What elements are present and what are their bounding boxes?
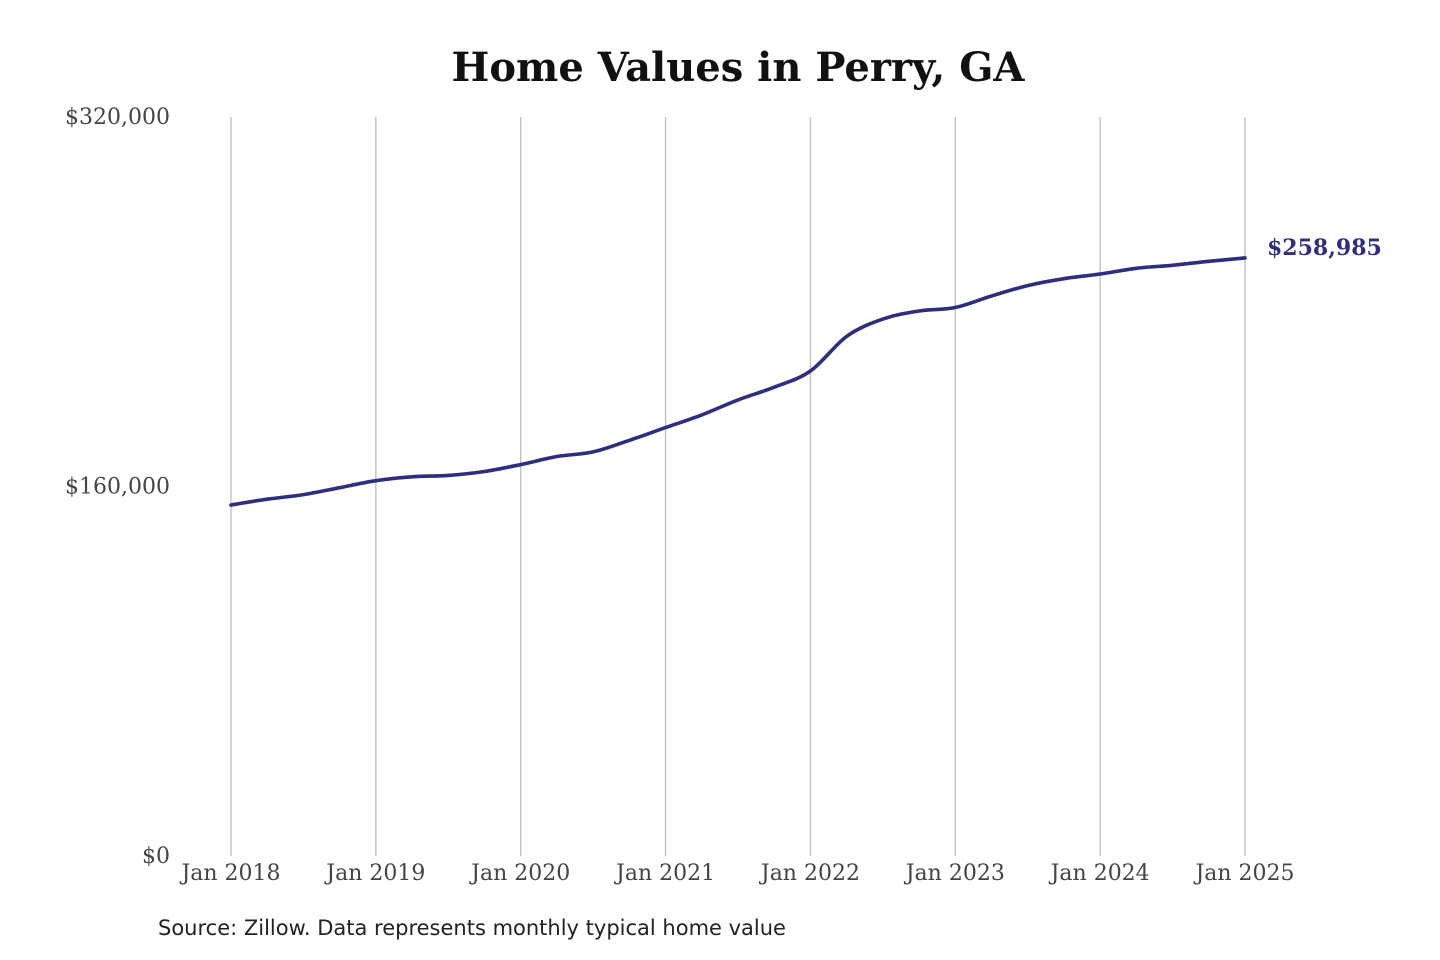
x-tick-label: Jan 2025 — [1193, 861, 1294, 886]
y-axis-tick-labels: $0 $160,000 $320,000 — [65, 105, 170, 869]
vertical-gridlines — [230, 117, 1246, 856]
x-tick-label: Jan 2020 — [469, 861, 570, 886]
x-tick-label: Jan 2024 — [1049, 861, 1150, 886]
x-tick-label: Jan 2022 — [759, 861, 860, 886]
home-value-series-line — [229, 256, 1247, 507]
x-tick-label: Jan 2021 — [614, 861, 715, 886]
source-note: Source: Zillow. Data represents monthly … — [158, 916, 786, 940]
chart-title: Home Values in Perry, GA — [452, 44, 1026, 91]
x-axis-tick-labels: Jan 2018 Jan 2019 Jan 2020 Jan 2021 Jan 2022… — [179, 861, 1294, 886]
y-tick-label: $0 — [142, 844, 170, 869]
latest-value-label: $258,985 — [1267, 235, 1382, 261]
y-tick-label: $160,000 — [65, 475, 170, 500]
y-tick-label: $320,000 — [65, 105, 170, 130]
x-tick-label: Jan 2018 — [179, 861, 280, 886]
x-tick-label: Jan 2019 — [324, 861, 425, 886]
x-tick-label: Jan 2023 — [904, 861, 1005, 886]
